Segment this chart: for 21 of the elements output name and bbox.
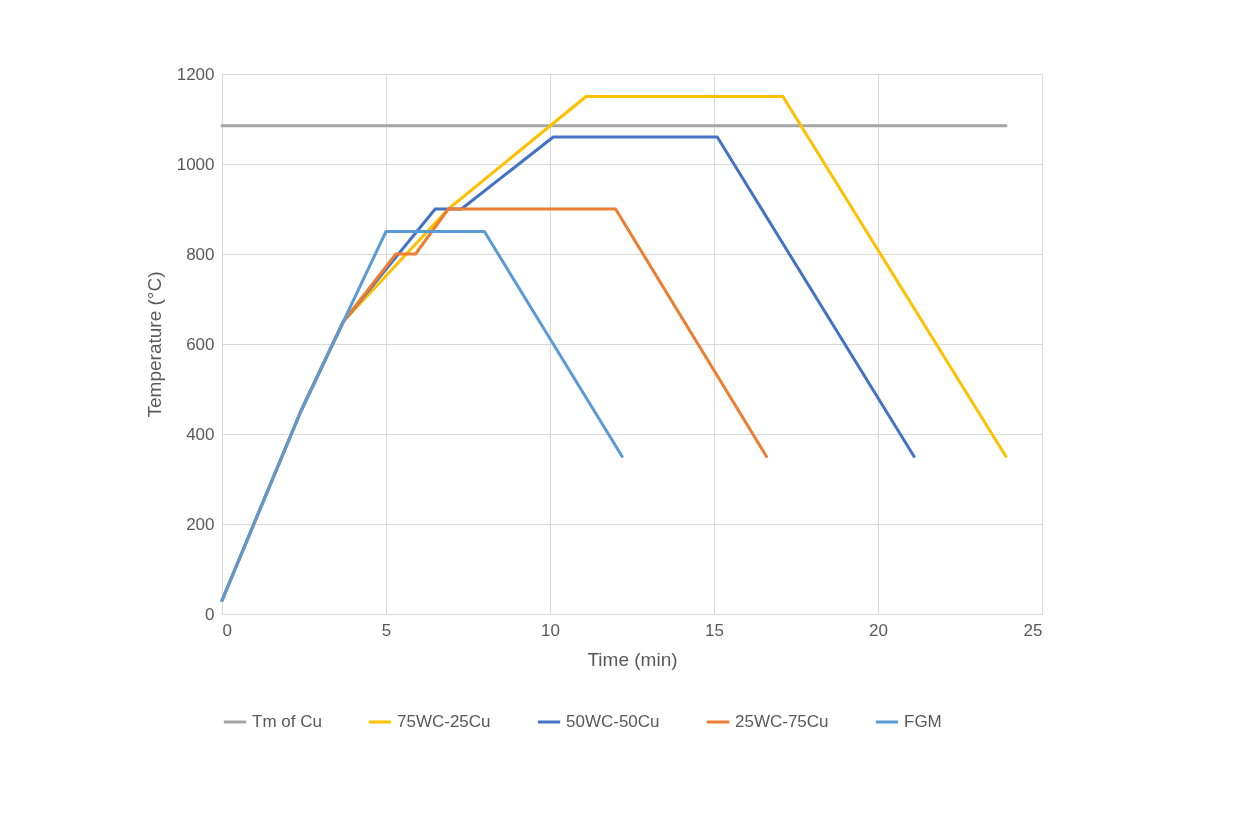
y-tick-label: 1200 [176,64,215,84]
y-tick-label: 800 [186,244,215,264]
legend-label: Tm of Cu [252,712,322,731]
x-axis-title: Time (min) [587,648,678,670]
legend-label: FGM [904,712,942,731]
legend-label: 75WC-25Cu [397,712,491,731]
y-tick-label: 400 [186,424,215,444]
x-tick-label: 10 [541,620,560,640]
y-axis-title: Temperature (°C) [143,271,165,418]
line-series [220,230,624,602]
x-tick-label: 0 [222,620,232,640]
legend-label: 25WC-75Cu [735,712,829,731]
x-tick-label: 20 [869,620,888,640]
y-tick-label: 200 [186,514,215,534]
legend-label: 50WC-50Cu [566,712,660,731]
y-tick-label: 1000 [176,154,215,174]
y-tick-label: 600 [186,334,215,354]
x-tick-label: 5 [381,620,392,640]
x-tick-label: 25 [1023,620,1043,640]
y-tick-label: 0 [205,604,215,624]
x-tick-label: 15 [705,620,724,640]
